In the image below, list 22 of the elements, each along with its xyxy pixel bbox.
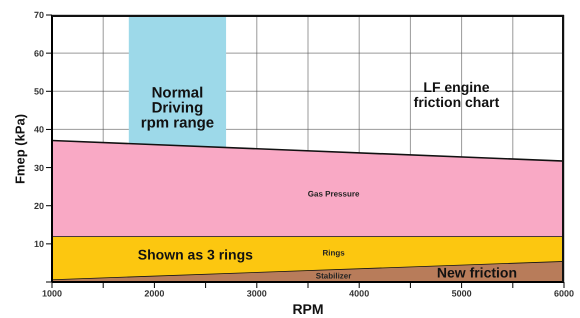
band-label: Normal Driving rpm range	[140, 84, 214, 132]
annotation: Shown as 3 rings	[138, 246, 253, 263]
x-tick-label: 3000	[246, 288, 267, 298]
series-label: Rings	[322, 248, 345, 258]
annotation: New friction	[436, 264, 518, 280]
y-tick-label: 10	[34, 239, 44, 250]
x-tick-label: 6000	[554, 288, 574, 298]
series-label: Gas Pressure	[308, 190, 360, 199]
y-axis-title: Fmep (kPa)	[12, 113, 28, 184]
x-axis-title: RPM	[292, 301, 324, 317]
x-tick-label: 1000	[42, 288, 62, 298]
x-tick-label: 5000	[452, 288, 472, 298]
y-tick-label: 20	[34, 200, 44, 211]
series-label: Stabilizer	[316, 271, 352, 280]
y-tick-label: 40	[34, 124, 44, 135]
y-tick-label: 60	[34, 48, 44, 58]
annotation: LF engine friction chart	[414, 79, 500, 110]
y-tick-label: 30	[34, 162, 44, 173]
x-tick-label: 4000	[349, 288, 370, 298]
x-tick-label: 2000	[144, 288, 164, 298]
y-tick-label: 50	[34, 86, 44, 96]
y-tick-label: 70	[34, 10, 44, 20]
